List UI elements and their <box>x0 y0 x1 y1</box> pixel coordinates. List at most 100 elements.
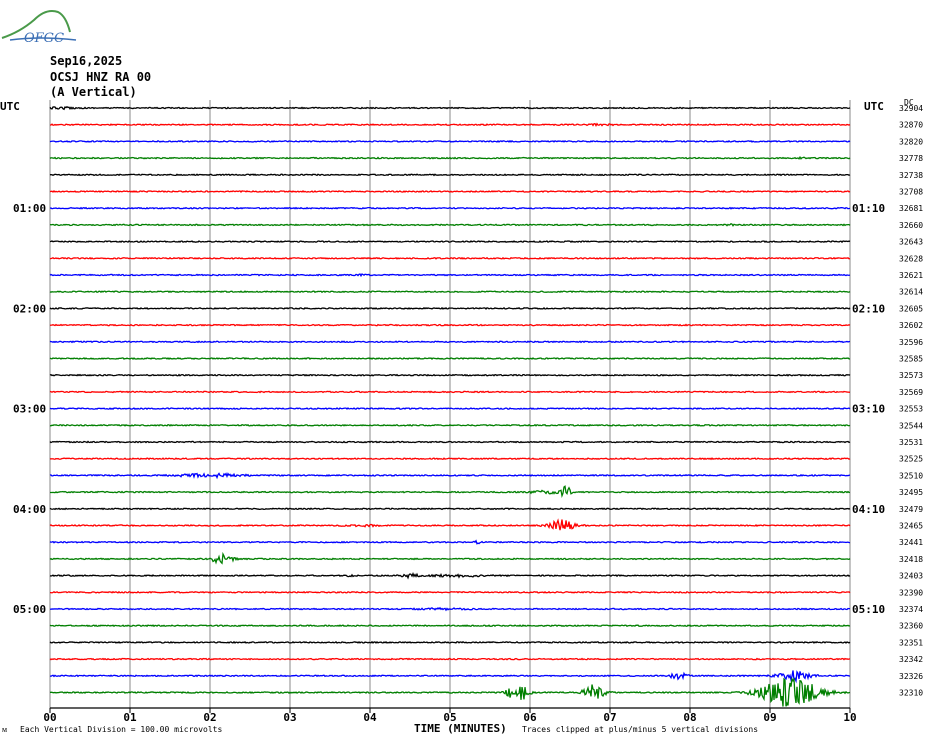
seismic-trace <box>49 306 851 310</box>
dc-offset-label: 32585 <box>899 355 923 364</box>
dc-offset-label: 32820 <box>899 137 923 146</box>
seismic-trace <box>49 440 851 444</box>
dc-offset-label: 32596 <box>899 338 923 347</box>
dc-offset-label: 32479 <box>899 505 923 514</box>
seismic-trace <box>49 373 851 377</box>
seismic-trace <box>49 122 851 127</box>
dc-offset-label: 32544 <box>899 421 923 430</box>
seismic-trace <box>49 273 851 278</box>
dc-header: DC <box>904 98 914 107</box>
seismic-trace <box>49 507 851 511</box>
seismic-trace <box>49 390 851 394</box>
seismic-trace <box>49 539 851 545</box>
seismic-trace <box>49 572 851 580</box>
dc-offset-label: 32390 <box>899 588 923 597</box>
vertical-division-note: Each Vertical Division = 100.00 microvol… <box>20 725 223 734</box>
dc-offset-label: 32708 <box>899 188 923 197</box>
x-tick-label: 00 <box>43 711 56 724</box>
seismic-trace <box>49 155 851 160</box>
dc-offset-label: 32870 <box>899 121 923 130</box>
x-tick-label: 05 <box>443 711 456 724</box>
seismic-trace <box>49 624 851 628</box>
seismic-trace <box>49 340 851 344</box>
seismic-trace <box>49 485 851 498</box>
seismic-trace <box>49 457 851 461</box>
seismic-trace <box>49 223 851 227</box>
dc-offset-label: 32531 <box>899 438 923 447</box>
dc-offset-label: 32621 <box>899 271 923 280</box>
seismic-trace <box>49 518 851 531</box>
dc-offset-label: 32614 <box>899 288 923 297</box>
dc-offset-label: 32904 <box>899 104 923 113</box>
dc-offset-label: 32326 <box>899 672 923 681</box>
left-timezone: UTC <box>0 100 20 113</box>
seismic-trace <box>49 357 851 360</box>
dc-offset-label: 32778 <box>899 154 923 163</box>
x-tick-label: 01 <box>123 711 137 724</box>
left-time-label: 05:00 <box>13 603 46 616</box>
seismic-trace <box>49 677 851 707</box>
seismic-trace <box>49 423 851 427</box>
dc-offset-label: 32643 <box>899 238 923 247</box>
seismic-trace <box>49 173 851 177</box>
dc-offset-label: 32441 <box>899 538 923 547</box>
x-tick-label: 10 <box>843 711 856 724</box>
dc-offset-label: 32525 <box>899 455 923 464</box>
seismic-trace <box>49 290 851 294</box>
right-time-label: 02:10 <box>852 302 885 315</box>
right-time-label: 03:10 <box>852 403 885 416</box>
x-tick-label: 03 <box>283 711 296 724</box>
dc-offset-label: 32738 <box>899 171 923 180</box>
right-time-label: 01:10 <box>852 202 885 215</box>
seismic-trace <box>49 590 851 594</box>
clip-note: Traces clipped at plus/minus 5 vertical … <box>522 725 759 734</box>
component-label: (A Vertical) <box>50 85 137 99</box>
dc-offset-label: 32660 <box>899 221 923 230</box>
seismic-trace <box>49 551 851 565</box>
dc-offset-label: 32605 <box>899 304 923 313</box>
right-time-label: 04:10 <box>852 503 885 516</box>
dc-offset-label: 32569 <box>899 388 923 397</box>
dc-offset-label: 32374 <box>899 605 923 614</box>
ofgc-logo: OFGC <box>0 2 80 46</box>
footer-corner-mark: ᴍ <box>2 725 8 734</box>
dc-offset-label: 32602 <box>899 321 923 330</box>
mountain-logo-icon: OFGC <box>1 10 77 46</box>
right-time-label: 05:10 <box>852 603 885 616</box>
left-time-label: 02:00 <box>13 302 46 315</box>
dc-offset-label: 32510 <box>899 471 923 480</box>
seismic-trace <box>49 139 851 143</box>
dc-offset-label: 32403 <box>899 572 923 581</box>
dc-offset-label: 32310 <box>899 689 923 698</box>
dc-offset-label: 32573 <box>899 371 923 380</box>
right-timezone: UTC <box>864 100 884 113</box>
seismic-trace <box>49 106 851 111</box>
x-axis-title: TIME (MINUTES) <box>414 722 507 735</box>
station-label: OCSJ HNZ RA 00 <box>50 70 152 84</box>
left-time-label: 01:00 <box>13 202 46 215</box>
seismic-trace <box>49 640 851 644</box>
left-time-label: 04:00 <box>13 503 46 516</box>
seismic-trace <box>49 657 851 661</box>
seismic-trace <box>49 472 851 480</box>
date-label: Sep16,2025 <box>50 54 123 68</box>
left-time-label: 03:00 <box>13 403 46 416</box>
seismic-trace <box>49 407 851 411</box>
logo-text: OFGC <box>24 31 64 46</box>
x-tick-label: 09 <box>763 711 776 724</box>
x-tick-label: 06 <box>523 711 537 724</box>
dc-offset-label: 32465 <box>899 522 923 531</box>
x-tick-label: 08 <box>683 711 696 724</box>
x-tick-label: 04 <box>363 711 377 724</box>
seismic-trace <box>49 606 851 612</box>
dc-offset-label: 32342 <box>899 655 923 664</box>
dc-offset-label: 32553 <box>899 405 923 414</box>
dc-offset-label: 32681 <box>899 204 923 213</box>
dc-offset-label: 32495 <box>899 488 923 497</box>
seismic-trace <box>49 189 851 193</box>
dc-offset-label: 32360 <box>899 622 923 631</box>
dc-offset-label: 32628 <box>899 254 923 263</box>
dc-offset-label: 32418 <box>899 555 923 564</box>
seismic-trace <box>49 206 851 210</box>
